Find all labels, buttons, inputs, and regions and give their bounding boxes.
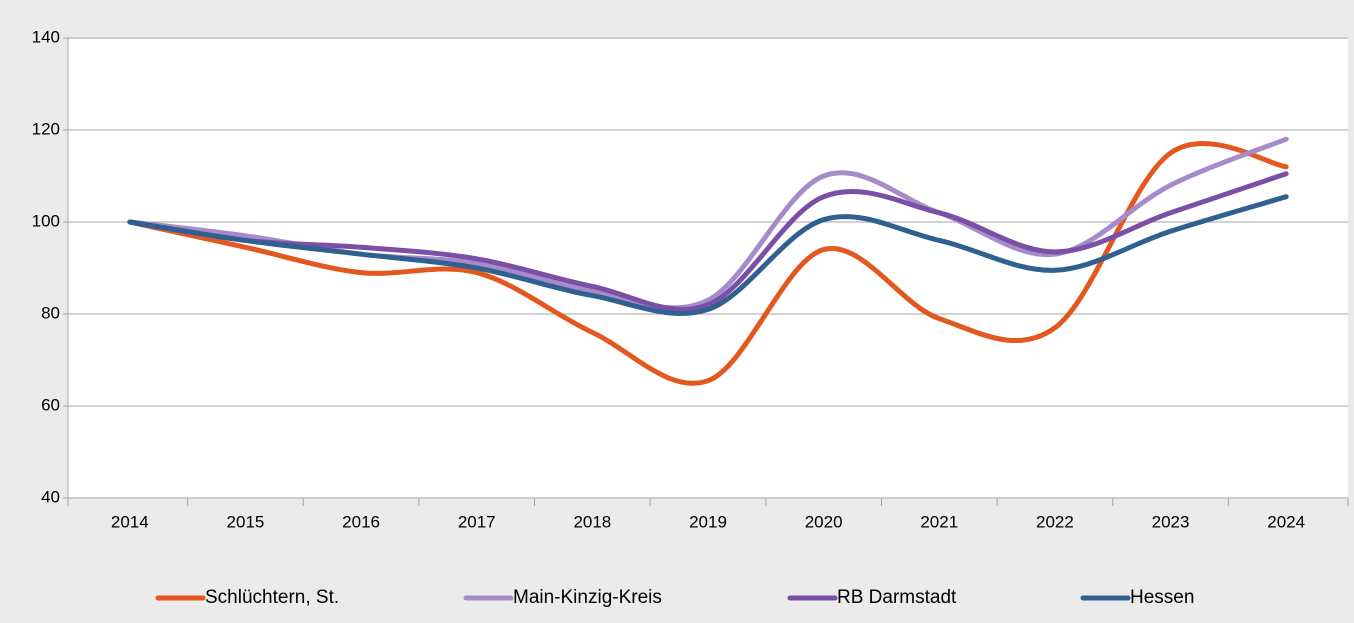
- x-tick-label: 2015: [227, 512, 265, 531]
- x-tick-label: 2022: [1036, 512, 1074, 531]
- series-line: [127, 171, 1289, 312]
- x-tick-label: 2016: [342, 512, 380, 531]
- plot-area: [68, 38, 1348, 498]
- legend-label: Hessen: [1130, 587, 1194, 608]
- x-tick-label: 2023: [1152, 512, 1190, 531]
- y-tick-label: 40: [41, 487, 60, 506]
- y-tick-label: 80: [41, 303, 60, 322]
- x-tick-label: 2020: [805, 512, 843, 531]
- x-tick-label: 2021: [920, 512, 958, 531]
- x-tick-label: 2019: [689, 512, 727, 531]
- x-tick-label: 2024: [1267, 512, 1305, 531]
- y-tick-label: 140: [32, 27, 60, 46]
- legend-label: RB Darmstadt: [837, 587, 957, 608]
- legend-label: Main-Kinzig-Kreis: [513, 587, 662, 608]
- x-tick-label: 2017: [458, 512, 496, 531]
- x-tick-label: 2018: [573, 512, 611, 531]
- series-line: [127, 194, 1289, 317]
- x-tick-label: 2014: [111, 512, 149, 531]
- y-tick-label: 60: [41, 395, 60, 414]
- y-tick-label: 100: [32, 211, 60, 230]
- legend-label: Schlüchtern, St.: [205, 587, 339, 608]
- y-tick-label: 120: [32, 119, 60, 138]
